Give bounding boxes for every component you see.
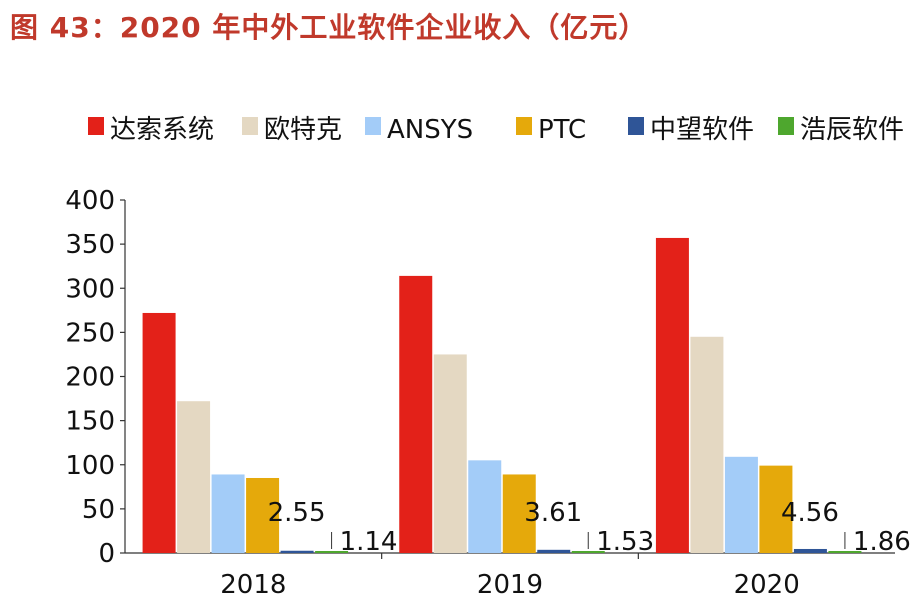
data-label-5-1: 1.53 (596, 527, 654, 557)
y-tick-label-6: 300 (65, 274, 115, 304)
y-tick-label-4: 200 (65, 363, 115, 393)
x-category-label-0: 2018 (220, 570, 286, 600)
bar-5-0 (315, 551, 349, 553)
y-tick-label-5: 250 (65, 318, 115, 348)
bar-3-2 (759, 465, 793, 553)
y-tick-label-2: 100 (65, 451, 115, 481)
legend-swatch-4 (628, 117, 644, 135)
bar-5-2 (828, 551, 862, 553)
bar-1-2 (690, 336, 724, 553)
y-tick-label-8: 400 (65, 186, 115, 216)
bar-4-0 (280, 550, 314, 553)
legend-swatch-5 (778, 117, 794, 135)
bar-2-0 (211, 474, 245, 553)
bar-4-1 (537, 549, 571, 553)
legend-swatch-2 (365, 117, 381, 135)
chart-legend: 达索系统 欧特克 ANSYS PTC 中望软件 浩辰软件 (88, 115, 904, 145)
bar-0-0 (142, 312, 176, 553)
legend-swatch-1 (242, 117, 258, 135)
bar-0-2 (655, 237, 689, 553)
bar-2-1 (468, 460, 502, 553)
legend-label-3: PTC (538, 115, 586, 145)
data-label-5-2: 1.86 (853, 527, 911, 557)
legend-swatch-0 (88, 117, 104, 135)
data-label-4-1: 3.61 (524, 498, 582, 528)
bar-5-1 (571, 551, 605, 553)
legend-swatch-3 (516, 117, 532, 135)
legend-label-5: 浩辰软件 (800, 115, 904, 145)
x-axis: 2018 2019 2020 (125, 552, 895, 600)
legend-label-4: 中望软件 (650, 115, 754, 145)
bar-3-1 (502, 474, 536, 553)
legend-label-2: ANSYS (387, 115, 473, 145)
y-tick-label-0: 0 (98, 539, 115, 569)
bar-0-1 (399, 275, 433, 553)
y-tick-label-1: 50 (82, 495, 115, 525)
bar-1-1 (433, 354, 467, 553)
data-label-4-2: 4.56 (781, 498, 839, 528)
data-label-5-0: 1.14 (340, 527, 398, 557)
bar-4-2 (793, 548, 827, 553)
y-axis: 0 50 100 150 200 250 300 350 400 (65, 186, 126, 569)
bar-1-0 (177, 401, 211, 553)
figure-title: 图 43：2020 年中外工业软件企业收入（亿元） (10, 11, 648, 44)
data-label-4-0: 2.55 (268, 498, 326, 528)
bar-3-0 (246, 477, 280, 553)
x-category-label-2: 2020 (734, 570, 800, 600)
y-tick-label-7: 350 (65, 230, 115, 260)
y-tick-label-3: 150 (65, 407, 115, 437)
data-labels: 2.55 3.61 4.56 1.14 1.53 1.86 (268, 498, 911, 557)
bar-2-2 (724, 456, 758, 553)
legend-label-0: 达索系统 (110, 115, 214, 145)
legend-label-1: 欧特克 (264, 115, 342, 145)
bars (142, 237, 862, 553)
x-category-label-1: 2019 (477, 570, 543, 600)
